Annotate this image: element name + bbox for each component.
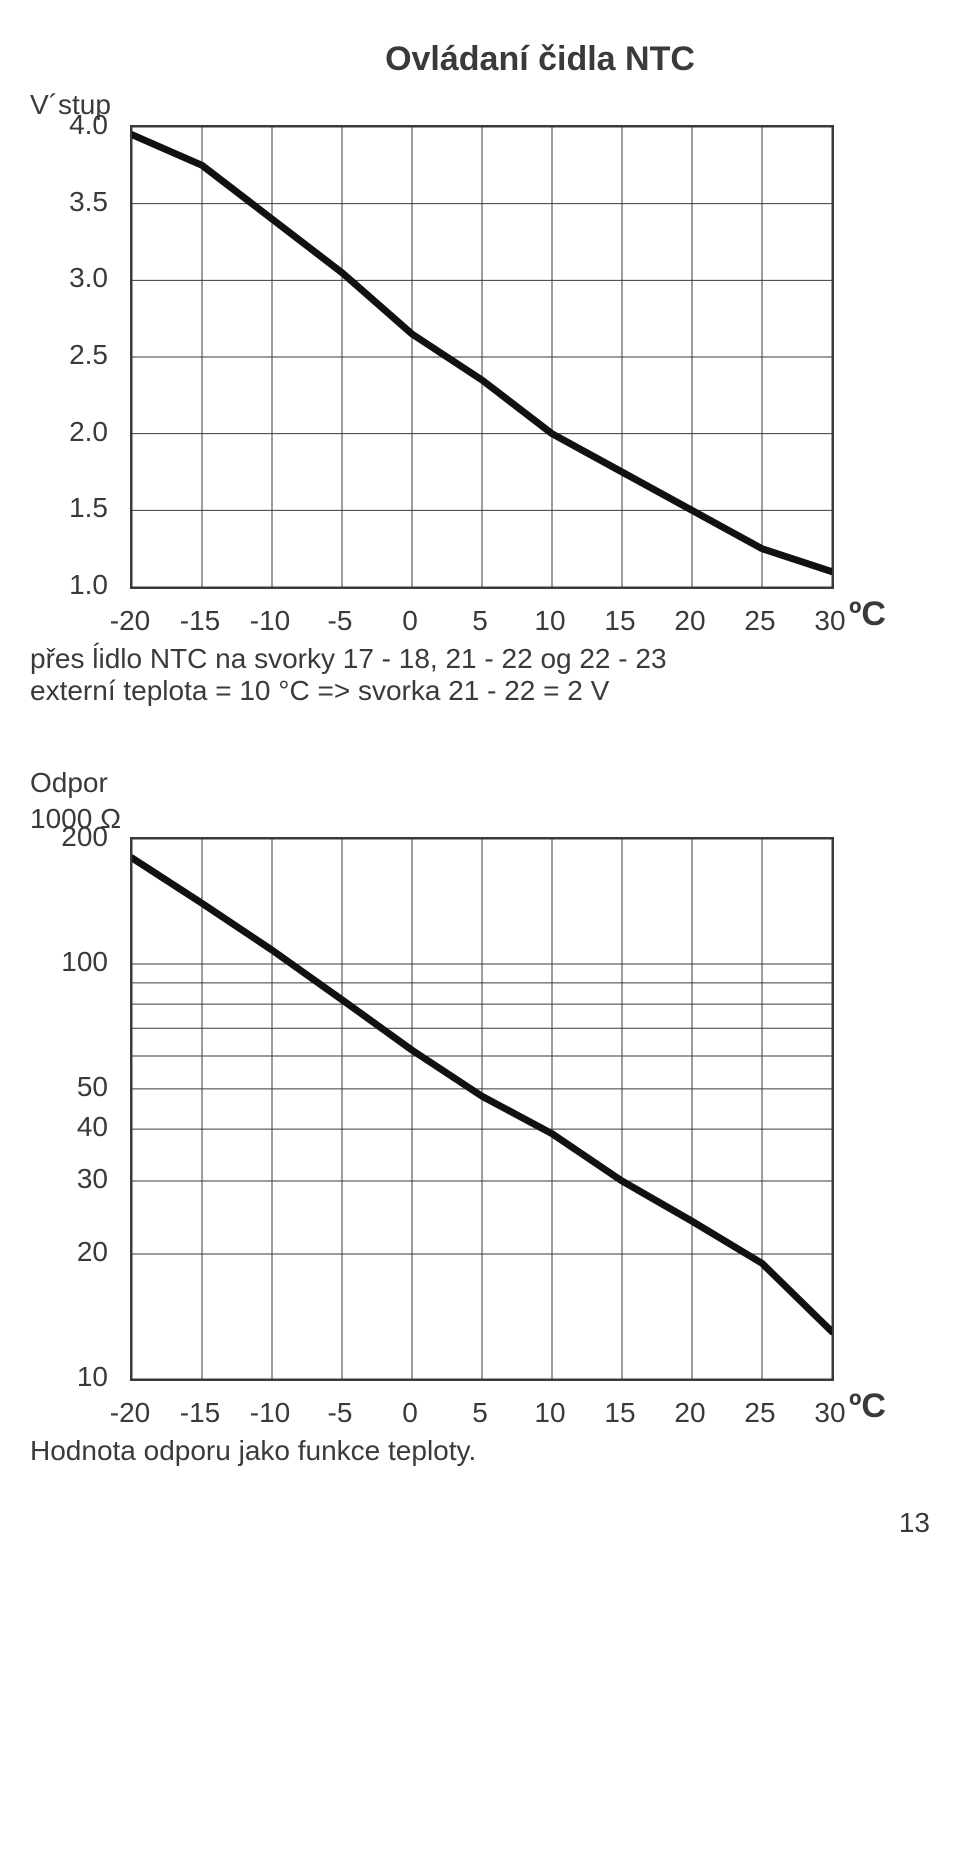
xtick-label: 15 (604, 1397, 635, 1429)
chart2-yaxis: 1020304050100200 (30, 837, 120, 1377)
chart1-caption-line1: přes ĺidlo NTC na svorky 17 - 18, 21 - 2… (30, 643, 667, 674)
xtick-label: -10 (250, 605, 290, 637)
xtick-label: 25 (744, 1397, 775, 1429)
xtick-label: -15 (180, 605, 220, 637)
ytick-label: 200 (61, 821, 108, 853)
ytick-label: 4.0 (69, 109, 108, 141)
xtick-label: -20 (110, 605, 150, 637)
chart2-ylabel-line2: 1000 Ω (30, 803, 930, 835)
ytick-label: 2.0 (69, 416, 108, 448)
chart1-title: Ovládaní čidla NTC (30, 40, 930, 79)
ytick-label: 10 (77, 1361, 108, 1393)
xtick-label: 5 (472, 605, 488, 637)
xtick-label: 15 (604, 605, 635, 637)
ytick-label: 100 (61, 946, 108, 978)
xtick-label: 10 (534, 1397, 565, 1429)
xtick-label: 30 (814, 605, 845, 637)
chart1-xaxis: ºC -20-15-10-5051015202530 (130, 599, 830, 639)
chart2-xaxis: ºC -20-15-10-5051015202530 (130, 1391, 830, 1431)
chart2-plot (130, 837, 834, 1381)
xtick-label: 20 (674, 1397, 705, 1429)
chart2-caption: Hodnota odporu jako funkce teploty. (30, 1435, 930, 1467)
xtick-label: 0 (402, 1397, 418, 1429)
chart1-yaxis: 1.01.52.02.53.03.54.0 (30, 125, 120, 585)
xtick-label: 5 (472, 1397, 488, 1429)
xtick-label: 30 (814, 1397, 845, 1429)
chart1-ylabel: V´stup (30, 89, 930, 121)
xtick-label: 20 (674, 605, 705, 637)
ytick-label: 3.5 (69, 186, 108, 218)
ytick-label: 40 (77, 1111, 108, 1143)
ytick-label: 50 (77, 1071, 108, 1103)
ytick-label: 2.5 (69, 339, 108, 371)
ytick-label: 30 (77, 1163, 108, 1195)
xtick-label: 0 (402, 605, 418, 637)
xtick-label: -10 (250, 1397, 290, 1429)
chart2-ylabel-line1: Odpor (30, 767, 930, 799)
ytick-label: 1.0 (69, 569, 108, 601)
xtick-label: -5 (328, 1397, 353, 1429)
xtick-label: 25 (744, 605, 775, 637)
page-number: 13 (30, 1507, 930, 1539)
chart1-plot (130, 125, 834, 589)
xtick-label: 10 (534, 605, 565, 637)
ytick-label: 3.0 (69, 262, 108, 294)
chart1-caption: přes ĺidlo NTC na svorky 17 - 18, 21 - 2… (30, 643, 930, 707)
ytick-label: 1.5 (69, 492, 108, 524)
ytick-label: 20 (77, 1236, 108, 1268)
chart1-container: 1.01.52.02.53.03.54.0 (30, 125, 930, 589)
chart1-xunit: ºC (849, 595, 886, 634)
chart1-caption-line2: externí teplota = 10 °C => svorka 21 - 2… (30, 675, 609, 706)
chart2-xunit: ºC (849, 1387, 886, 1426)
chart2-container: 1020304050100200 (30, 837, 930, 1381)
xtick-label: -15 (180, 1397, 220, 1429)
xtick-label: -20 (110, 1397, 150, 1429)
xtick-label: -5 (328, 605, 353, 637)
